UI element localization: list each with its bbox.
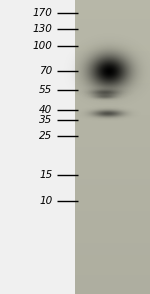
Text: 70: 70 (39, 66, 52, 76)
Bar (0, 0, 75, 294)
Text: 55: 55 (39, 85, 52, 95)
Text: 40: 40 (39, 105, 52, 115)
Text: 10: 10 (39, 196, 52, 206)
Text: 130: 130 (33, 24, 52, 34)
Text: 15: 15 (39, 170, 52, 180)
Text: 170: 170 (33, 8, 52, 18)
Text: 35: 35 (39, 115, 52, 125)
Text: 100: 100 (33, 41, 52, 51)
Text: 25: 25 (39, 131, 52, 141)
